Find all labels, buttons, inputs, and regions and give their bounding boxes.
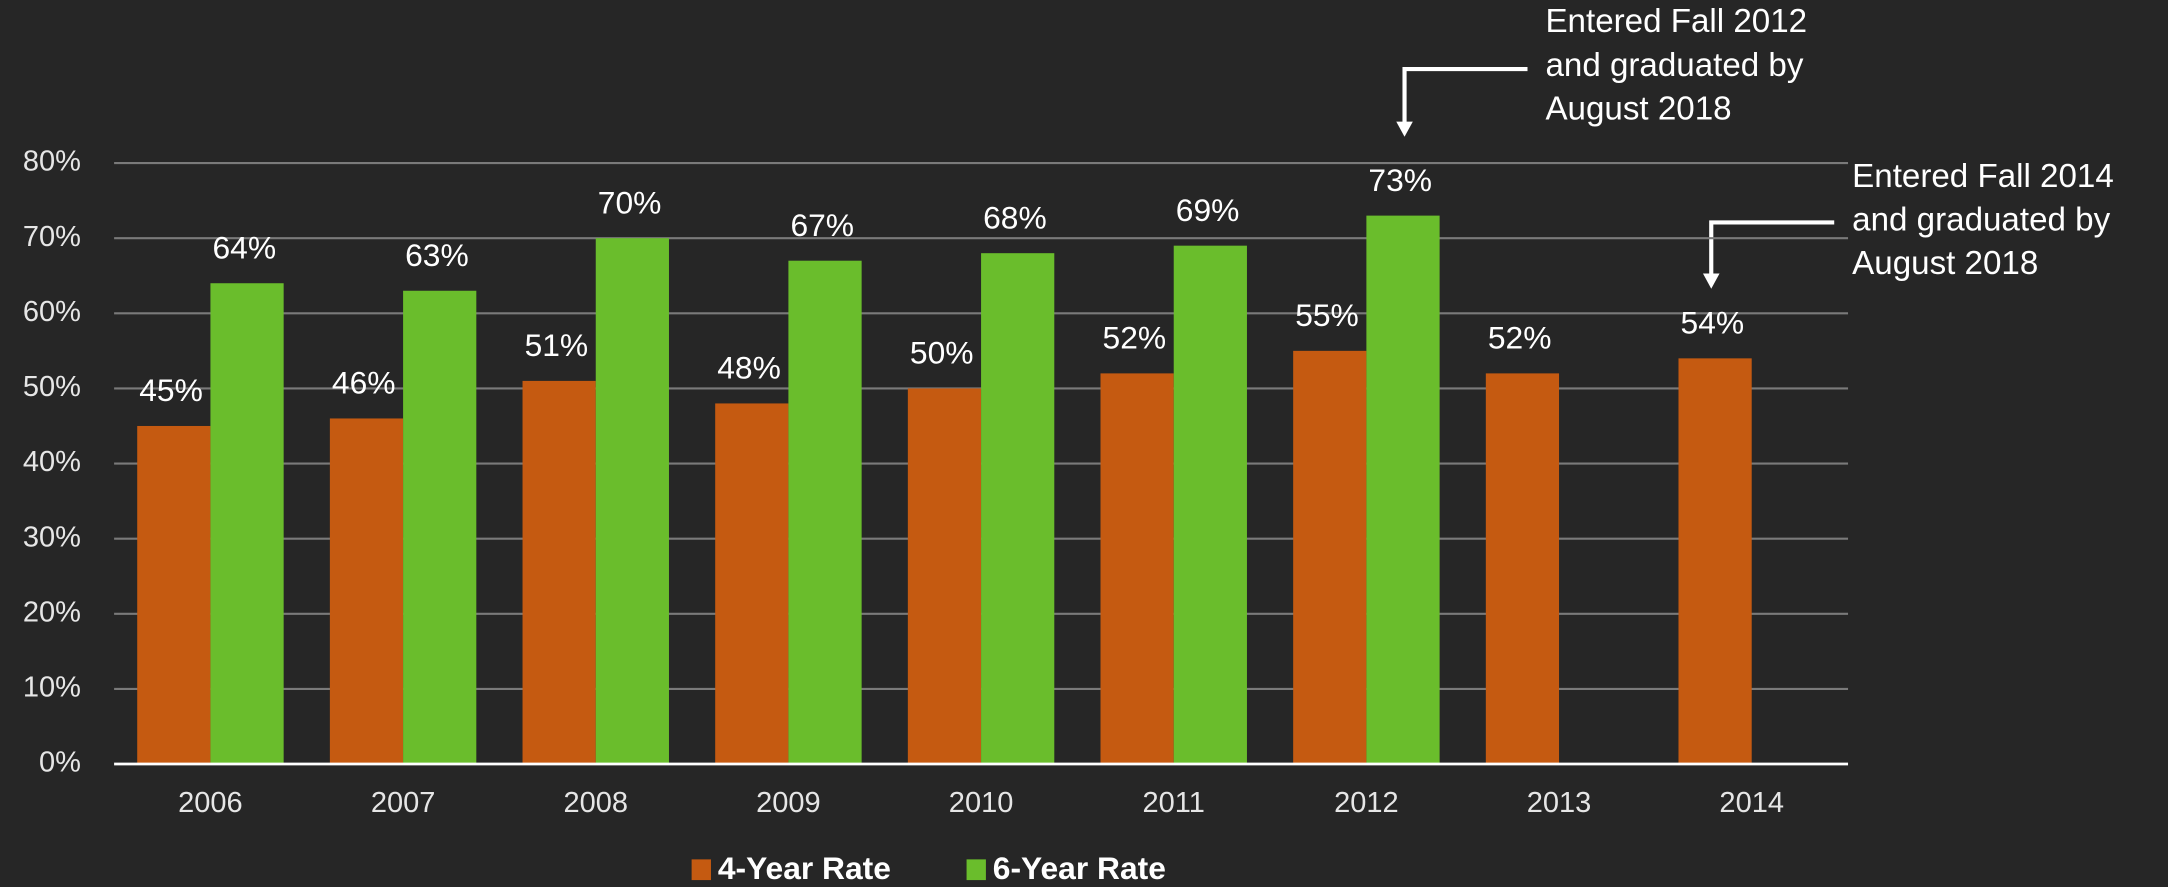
x-tick-label: 2007	[371, 787, 436, 819]
bar	[715, 403, 789, 765]
y-tick-label: 0%	[39, 747, 81, 779]
annotation-text: and graduated by	[1545, 47, 1803, 84]
bar	[595, 238, 669, 765]
data-label: 54%	[1681, 305, 1745, 341]
x-tick-label: 2008	[563, 787, 628, 819]
data-label: 45%	[139, 372, 203, 408]
x-tick-label: 2010	[949, 787, 1014, 819]
data-label: 48%	[717, 350, 781, 386]
bar	[1366, 215, 1440, 765]
y-tick-label: 20%	[23, 596, 81, 628]
bar	[210, 283, 284, 765]
annotation-arrow	[1396, 67, 1528, 137]
data-label: 68%	[983, 199, 1047, 235]
x-tick-label: 2006	[178, 787, 243, 819]
bar	[1173, 245, 1247, 765]
data-label: 67%	[790, 207, 854, 243]
x-tick-label: 2013	[1527, 787, 1592, 819]
data-label: 70%	[598, 184, 662, 220]
legend-label: 6-Year Rate	[993, 850, 1166, 886]
y-tick-label: 60%	[23, 296, 81, 328]
data-label: 50%	[910, 335, 974, 371]
data-label: 46%	[332, 365, 396, 401]
bar	[1678, 358, 1752, 765]
legend-swatch	[691, 859, 711, 881]
data-label: 52%	[1488, 320, 1552, 356]
data-label: 52%	[1103, 320, 1167, 356]
data-label: 63%	[405, 237, 469, 273]
x-tick-label: 2011	[1143, 787, 1205, 819]
bar	[788, 260, 862, 765]
annotation-text: August 2018	[1852, 245, 2038, 282]
y-tick-label: 30%	[23, 521, 81, 553]
bar	[1100, 373, 1174, 765]
y-tick-label: 50%	[23, 371, 81, 403]
y-tick-label: 40%	[23, 446, 81, 478]
x-tick-label: 2012	[1334, 787, 1399, 819]
bar	[403, 290, 477, 765]
x-tick-label: 2009	[756, 787, 821, 819]
bar	[1293, 350, 1367, 765]
data-label: 51%	[525, 327, 589, 363]
bar	[522, 380, 596, 765]
y-tick-label: 80%	[23, 146, 81, 178]
annotation-arrow	[1702, 220, 1835, 289]
annotation-text: Entered Fall 2014	[1852, 158, 2114, 195]
annotation-text: and graduated by	[1852, 202, 2110, 239]
y-tick-label: 10%	[23, 672, 81, 704]
legend-swatch	[966, 859, 986, 881]
bar	[981, 253, 1055, 765]
y-tick-label: 70%	[23, 221, 81, 253]
legend-label: 4-Year Rate	[718, 850, 891, 886]
data-label: 73%	[1368, 162, 1432, 198]
annotation-text: Entered Fall 2012	[1545, 3, 1807, 40]
bar	[1485, 373, 1560, 765]
data-label: 55%	[1295, 297, 1359, 333]
annotation-text: August 2018	[1545, 90, 1731, 127]
bar	[137, 425, 211, 765]
x-tick-label: 2014	[1719, 787, 1784, 819]
bar	[329, 418, 404, 765]
bar	[907, 388, 982, 765]
data-label: 64%	[212, 229, 276, 265]
data-label: 69%	[1176, 192, 1240, 228]
